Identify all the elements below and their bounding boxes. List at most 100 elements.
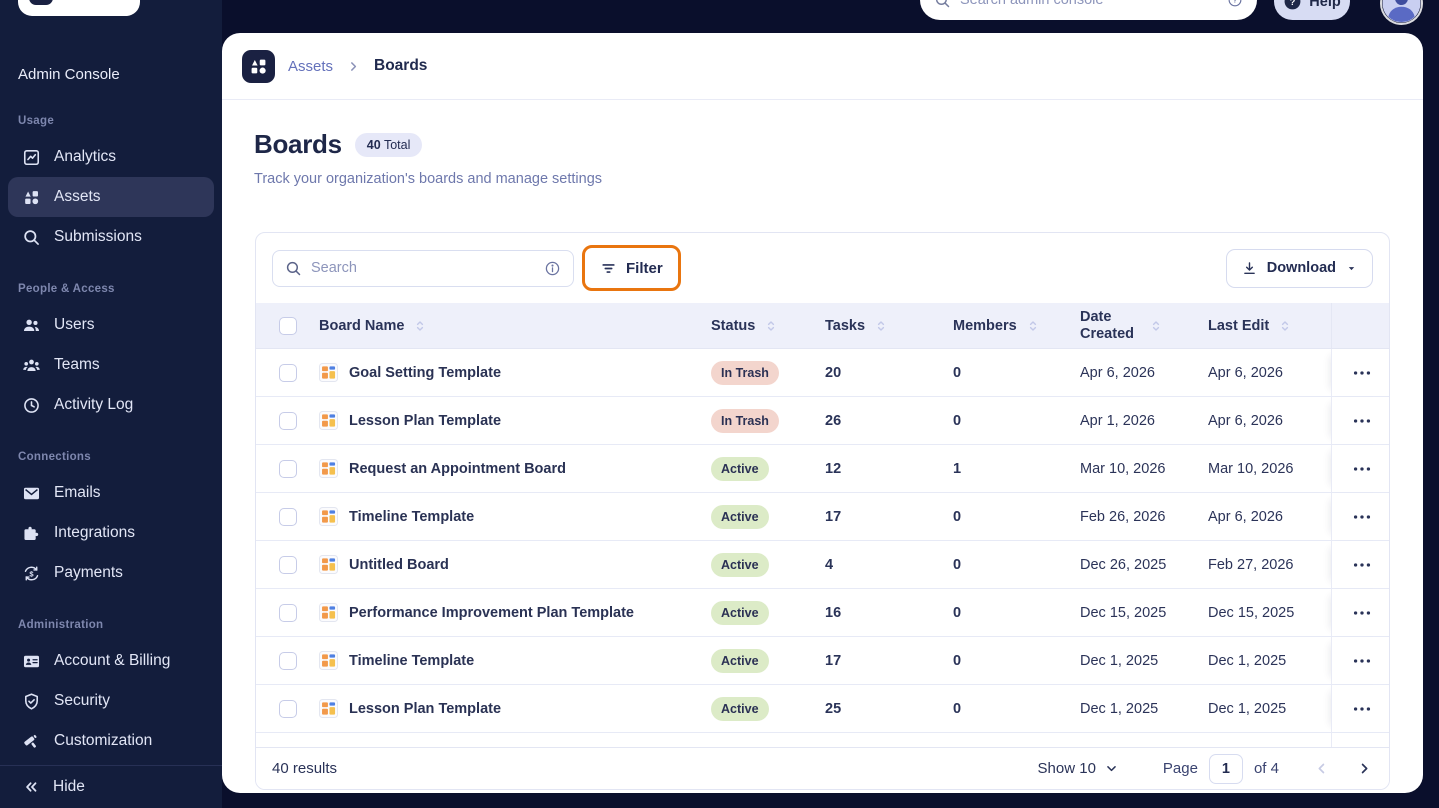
sidebar-item-label: Account & Billing <box>54 652 171 669</box>
row-actions-menu[interactable] <box>1351 554 1373 576</box>
table-search-box[interactable] <box>272 249 574 287</box>
members-count: 0 <box>953 604 962 621</box>
row-checkbox[interactable] <box>279 603 297 622</box>
sidebar-item-label: Payments <box>54 564 123 581</box>
sidebar-item-label: Teams <box>54 356 100 373</box>
sort-icon[interactable] <box>1025 318 1041 334</box>
sidebar-item-account-billing[interactable]: Account & Billing <box>8 641 214 681</box>
sidebar-item-emails[interactable]: Emails <box>8 473 214 513</box>
row-checkbox[interactable] <box>279 651 297 670</box>
select-all-checkbox[interactable] <box>279 316 297 335</box>
breadcrumb-assets-link[interactable]: Assets <box>288 57 334 75</box>
sidebar-item-label: Security <box>54 692 110 709</box>
main-content: Assets Boards Boards 40 Total Track your… <box>222 33 1423 793</box>
row-checkbox[interactable] <box>279 411 297 430</box>
row-actions-menu[interactable] <box>1351 458 1373 480</box>
help-circle-icon: ? <box>1283 0 1302 11</box>
board-name-link[interactable]: Goal Setting Template <box>349 364 502 381</box>
show-label: Show 10 <box>1037 760 1096 777</box>
members-count: 0 <box>953 652 962 669</box>
sidebar-item-security[interactable]: Security <box>8 681 214 721</box>
logo-mark-icon <box>29 0 53 5</box>
user-avatar[interactable] <box>1382 0 1421 23</box>
sidebar-item-users[interactable]: Users <box>8 305 214 345</box>
download-button[interactable]: Download <box>1225 248 1373 288</box>
row-actions-menu[interactable] <box>1351 410 1373 432</box>
board-name-link[interactable]: Timeline Template <box>349 652 475 669</box>
sidebar-section-connections: Connections <box>18 451 91 463</box>
logo[interactable]: ACME <box>18 0 140 16</box>
row-actions-menu[interactable] <box>1351 362 1373 384</box>
row-checkbox[interactable] <box>279 555 297 574</box>
sort-icon[interactable] <box>873 318 889 334</box>
sort-icon[interactable] <box>1277 318 1293 334</box>
row-checkbox[interactable] <box>279 459 297 478</box>
tasks-count: 17 <box>825 652 842 669</box>
sidebar-item-assets[interactable]: Assets <box>8 177 214 217</box>
table-search-input[interactable] <box>311 260 535 276</box>
row-actions-menu[interactable] <box>1351 602 1373 624</box>
breadcrumb-current: Boards <box>374 57 428 74</box>
download-label: Download <box>1266 260 1336 276</box>
sidebar-hide-button[interactable]: Hide <box>0 765 222 808</box>
column-header-board-name: Board Name <box>319 318 711 334</box>
boards-table: Filter Download Board Name Status Tasks Mem… <box>255 232 1390 790</box>
sidebar-item-submissions[interactable]: Submissions <box>8 217 214 257</box>
row-actions-menu[interactable] <box>1351 650 1373 672</box>
sidebar-item-customization[interactable]: Customization <box>8 721 214 761</box>
column-label: Date Created <box>1080 308 1134 342</box>
date-created: Dec 1, 2025 <box>1080 652 1159 669</box>
total-badge: 40 Total <box>354 132 423 157</box>
last-edit-date: Dec 1, 2025 <box>1208 700 1287 717</box>
row-checkbox[interactable] <box>279 507 297 526</box>
last-edit-date: Mar 10, 2026 <box>1208 460 1294 477</box>
row-checkbox[interactable] <box>279 363 297 382</box>
board-icon <box>319 411 338 430</box>
table-row: Performance Improvement Plan Template Act… <box>256 589 1389 637</box>
filter-button[interactable]: Filter <box>582 245 681 291</box>
sort-icon[interactable] <box>1148 318 1164 334</box>
sidebar-item-payments[interactable]: $ Payments <box>8 553 214 593</box>
board-name-link[interactable]: Lesson Plan Template <box>349 412 502 429</box>
admin-search-bar[interactable]: ? <box>920 0 1257 20</box>
sidebar-item-teams[interactable]: Teams <box>8 345 214 385</box>
sidebar-item-integrations[interactable]: Integrations <box>8 513 214 553</box>
board-name-link[interactable]: Performance Improvement Plan Template <box>349 604 634 621</box>
row-actions-menu[interactable] <box>1351 698 1373 720</box>
next-page-button[interactable] <box>1356 760 1373 777</box>
of-total-label: of 4 <box>1253 760 1279 777</box>
table-row: Untitled Board Active 4 0 Dec 26, 2025 Feb 27… <box>256 541 1389 589</box>
help-label: Help <box>1309 0 1341 10</box>
admin-search-input[interactable] <box>960 0 1218 8</box>
row-checkbox[interactable] <box>279 699 297 718</box>
tasks-count: 17 <box>825 508 842 525</box>
board-icon <box>319 555 338 574</box>
sort-icon[interactable] <box>763 318 779 334</box>
sort-icon[interactable] <box>412 318 428 334</box>
svg-text:?: ? <box>1290 0 1296 7</box>
sidebar-item-activity-log[interactable]: Activity Log <box>8 385 214 425</box>
board-name-link[interactable]: Untitled Board <box>349 556 449 573</box>
info-icon[interactable] <box>544 260 561 277</box>
filter-label: Filter <box>626 259 663 277</box>
emails-icon <box>22 484 41 503</box>
board-name-link[interactable]: Request an Appointment Board <box>349 460 566 477</box>
question-circle-icon[interactable]: ? <box>1227 0 1243 8</box>
sidebar-item-analytics[interactable]: Analytics <box>8 137 214 177</box>
board-name-link[interactable]: Timeline Template <box>349 508 475 525</box>
sidebar-title: Admin Console <box>18 66 120 83</box>
date-created: Apr 6, 2026 <box>1080 364 1155 381</box>
previous-page-button[interactable] <box>1313 760 1330 777</box>
page-number-input[interactable] <box>1208 753 1243 784</box>
table-toolbar: Filter Download <box>256 233 1389 303</box>
logo-text: ACME <box>62 0 122 4</box>
customization-icon <box>22 732 41 751</box>
tasks-count: 12 <box>825 460 842 477</box>
show-per-page-select[interactable]: Show 10 <box>1038 760 1119 777</box>
last-edit-date: Feb 27, 2026 <box>1208 556 1294 573</box>
column-label: Members <box>953 317 1017 334</box>
help-button[interactable]: ? Help <box>1274 0 1350 20</box>
board-name-link[interactable]: Lesson Plan Template <box>349 700 502 717</box>
row-actions-menu[interactable] <box>1351 506 1373 528</box>
sidebar-item-label: Assets <box>54 188 101 205</box>
